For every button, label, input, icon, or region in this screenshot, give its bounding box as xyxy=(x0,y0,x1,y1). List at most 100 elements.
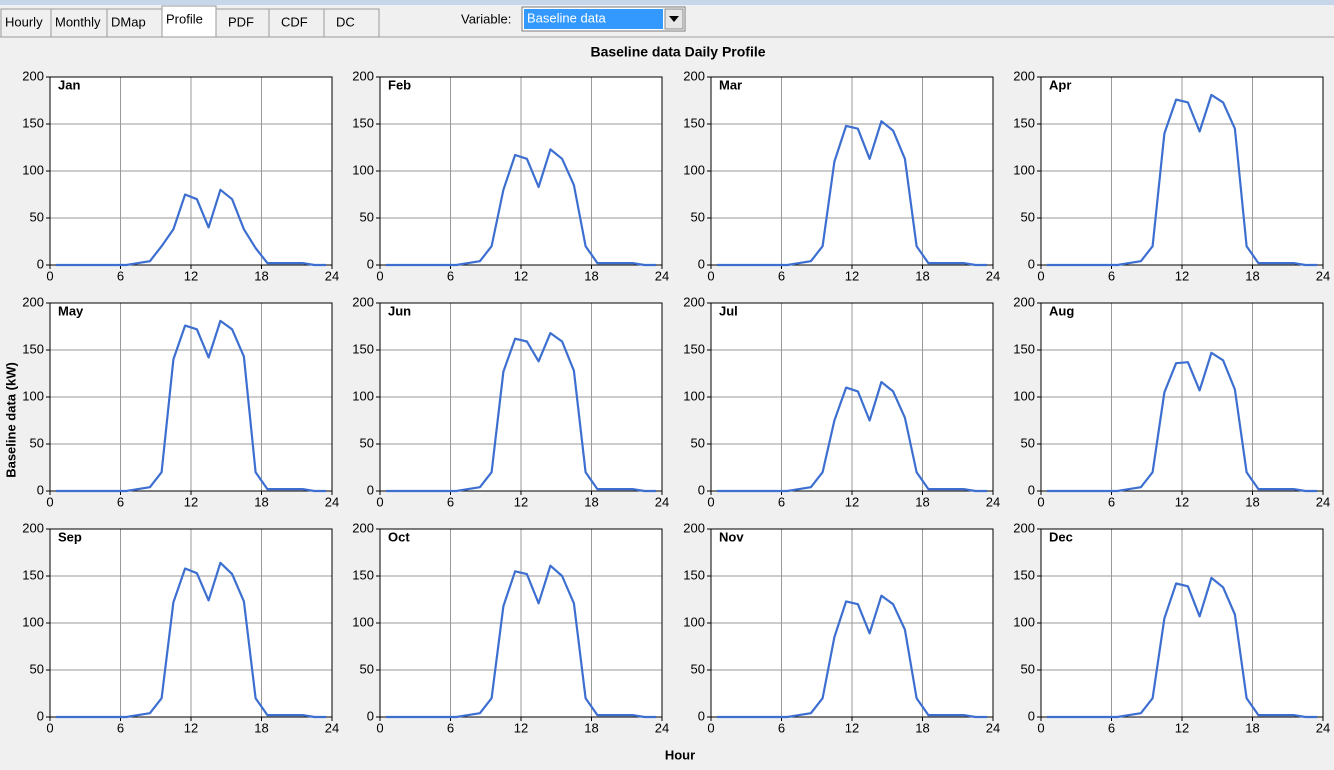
x-tick-label: 0 xyxy=(707,720,714,735)
chart-panel: 0 6 12 18 24 0 50 100 150 200 Dec xyxy=(1013,520,1330,735)
y-tick-label: 50 xyxy=(1021,435,1035,450)
chart-title: Mar xyxy=(719,77,742,92)
x-tick-label: 12 xyxy=(1175,268,1189,283)
chart-title: Oct xyxy=(388,529,410,544)
data-line xyxy=(55,561,327,719)
plot-frame xyxy=(49,528,333,718)
y-tick-label: 100 xyxy=(352,388,374,403)
y-tick-label: 0 xyxy=(698,708,705,723)
x-tick-label: 0 xyxy=(46,720,53,735)
x-tick-label: 0 xyxy=(707,494,714,509)
data-line xyxy=(1046,93,1318,267)
x-tick-label: 18 xyxy=(584,268,598,283)
x-tick-label: 24 xyxy=(655,494,669,509)
x-tick-label: 6 xyxy=(1108,268,1115,283)
y-tick-label: 0 xyxy=(698,482,705,497)
y-tick-label: 150 xyxy=(683,567,705,582)
tab-label: Monthly xyxy=(55,14,101,29)
x-tick-label: 6 xyxy=(447,720,454,735)
y-tick-label: 100 xyxy=(22,614,44,629)
x-axis-label: Hour xyxy=(665,747,695,762)
y-tick-label: 50 xyxy=(30,661,44,676)
y-tick-label: 50 xyxy=(691,209,705,224)
x-tick-label: 0 xyxy=(46,494,53,509)
plot-frame xyxy=(1040,76,1324,266)
chart-panel: 0 6 12 18 24 0 50 100 150 200 Sep xyxy=(22,520,339,735)
x-tick-label: 18 xyxy=(584,720,598,735)
x-tick-label: 12 xyxy=(845,720,859,735)
chart-panel: 0 6 12 18 24 0 50 100 150 200 Feb xyxy=(352,68,669,283)
x-tick-label: 18 xyxy=(915,494,929,509)
x-tick-label: 24 xyxy=(986,720,1000,735)
chart-panel: 0 6 12 18 24 0 50 100 150 200 Nov xyxy=(683,520,1000,735)
x-tick-label: 12 xyxy=(514,268,528,283)
tab-label: PDF xyxy=(228,14,254,29)
x-tick-label: 0 xyxy=(376,494,383,509)
y-tick-label: 200 xyxy=(352,68,374,83)
chart-title: May xyxy=(58,303,84,318)
y-tick-label: 100 xyxy=(1013,614,1035,629)
y-tick-label: 150 xyxy=(352,115,374,130)
x-tick-label: 18 xyxy=(584,494,598,509)
chart-panel: 0 6 12 18 24 0 50 100 150 200 May xyxy=(22,294,339,509)
x-tick-label: 6 xyxy=(1108,720,1115,735)
plot-frame xyxy=(710,76,994,266)
dropdown-value: Baseline data xyxy=(527,10,607,25)
y-tick-label: 50 xyxy=(360,209,374,224)
dropdown-arrow xyxy=(669,16,679,22)
data-line xyxy=(716,380,988,493)
x-tick-label: 12 xyxy=(184,494,198,509)
y-tick-label: 150 xyxy=(22,567,44,582)
y-tick-label: 50 xyxy=(30,435,44,450)
y-tick-label: 0 xyxy=(1028,256,1035,271)
chart-title: Jul xyxy=(719,303,738,318)
chart-panel: 0 6 12 18 24 0 50 100 150 200 Jun xyxy=(352,294,669,509)
y-tick-label: 100 xyxy=(683,162,705,177)
y-tick-label: 100 xyxy=(352,614,374,629)
figure-title: Baseline data Daily Profile xyxy=(590,44,765,60)
tab-label: CDF xyxy=(281,14,308,29)
plot-frame xyxy=(710,528,994,718)
y-tick-label: 200 xyxy=(1013,68,1035,83)
data-line xyxy=(1046,576,1318,719)
y-tick-label: 50 xyxy=(360,435,374,450)
y-tick-label: 0 xyxy=(1028,482,1035,497)
x-tick-label: 12 xyxy=(845,268,859,283)
tab[interactable] xyxy=(323,8,380,38)
x-tick-label: 12 xyxy=(845,494,859,509)
y-tick-label: 100 xyxy=(22,388,44,403)
x-tick-label: 24 xyxy=(325,268,339,283)
x-tick-label: 0 xyxy=(707,268,714,283)
y-tick-label: 100 xyxy=(1013,162,1035,177)
y-tick-label: 100 xyxy=(352,162,374,177)
x-tick-label: 0 xyxy=(376,720,383,735)
x-tick-label: 12 xyxy=(184,720,198,735)
y-tick-label: 100 xyxy=(22,162,44,177)
x-tick-label: 12 xyxy=(514,720,528,735)
y-tick-label: 150 xyxy=(22,341,44,356)
tab[interactable] xyxy=(50,8,108,38)
dropdown-selection xyxy=(524,9,663,29)
x-tick-label: 18 xyxy=(915,268,929,283)
chart-panel: 0 6 12 18 24 0 50 100 150 200 Apr xyxy=(1013,68,1330,283)
y-tick-label: 150 xyxy=(683,341,705,356)
plot-frame xyxy=(379,302,663,492)
x-tick-label: 0 xyxy=(1037,720,1044,735)
x-tick-label: 0 xyxy=(46,268,53,283)
y-tick-label: 150 xyxy=(352,567,374,582)
chart-title: Jan xyxy=(58,77,80,92)
plot-frame xyxy=(1040,528,1324,718)
x-tick-label: 24 xyxy=(655,268,669,283)
x-tick-label: 24 xyxy=(1316,268,1330,283)
x-tick-label: 12 xyxy=(514,494,528,509)
chart-panel: 0 6 12 18 24 0 50 100 150 200 Jul xyxy=(683,294,1000,509)
y-axis-label: Baseline data (kW) xyxy=(3,362,18,478)
y-tick-label: 150 xyxy=(352,341,374,356)
y-tick-label: 100 xyxy=(683,614,705,629)
x-tick-label: 18 xyxy=(1245,268,1259,283)
tab[interactable] xyxy=(106,8,163,38)
y-tick-label: 0 xyxy=(37,708,44,723)
x-tick-label: 24 xyxy=(325,720,339,735)
plot-frame xyxy=(710,302,994,492)
